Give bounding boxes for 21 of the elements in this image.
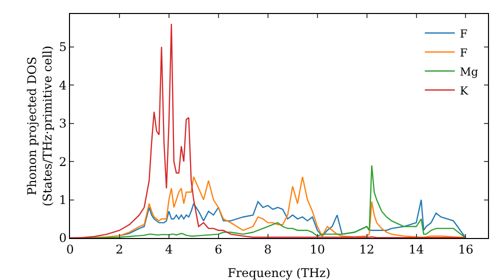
y-tick-label: 2: [58, 154, 67, 169]
x-tick-label: 2: [116, 242, 124, 256]
legend-label: F: [460, 27, 468, 40]
y-tick-label: 5: [58, 40, 67, 54]
line-series: [118, 199, 466, 238]
y-tick-label: 3: [58, 116, 67, 131]
x-tick-label: 4: [165, 242, 174, 256]
legend-label: F: [460, 46, 468, 60]
x-tick-label: 12: [359, 242, 374, 256]
legend-label: Mg: [460, 65, 478, 78]
y-tick-label: 0: [58, 231, 67, 246]
x-tick-label: 10: [310, 242, 325, 256]
y-tick-label: 1: [58, 192, 67, 207]
y-tick-label: 4: [58, 78, 67, 92]
legend-label: K: [460, 84, 469, 98]
x-tick-label: 8: [264, 242, 272, 256]
x-tick-label: 16: [458, 242, 474, 256]
y-axis-title: Phonon projected DOS (States/THz·primitive cell): [25, 46, 55, 206]
x-tick-label: 14: [408, 242, 424, 256]
x-axis-title: Frequency (THz): [228, 266, 330, 280]
x-tick-label: 6: [214, 242, 222, 256]
